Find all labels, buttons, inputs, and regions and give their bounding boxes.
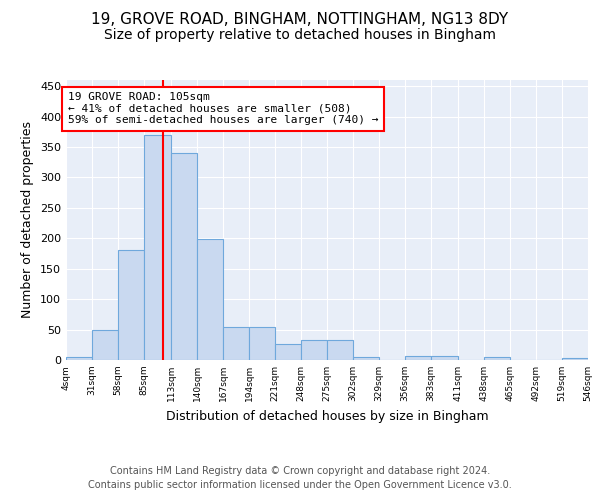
Text: 19 GROVE ROAD: 105sqm
← 41% of detached houses are smaller (508)
59% of semi-det: 19 GROVE ROAD: 105sqm ← 41% of detached … — [68, 92, 379, 126]
Text: Contains HM Land Registry data © Crown copyright and database right 2024.: Contains HM Land Registry data © Crown c… — [110, 466, 490, 476]
Bar — [249, 326, 275, 360]
Bar — [197, 239, 223, 360]
Bar — [405, 356, 431, 360]
Bar — [118, 250, 144, 360]
X-axis label: Distribution of detached houses by size in Bingham: Distribution of detached houses by size … — [166, 410, 488, 422]
Bar — [484, 357, 510, 360]
Bar — [66, 357, 92, 360]
Bar — [431, 356, 458, 360]
Bar — [144, 135, 171, 360]
Text: Size of property relative to detached houses in Bingham: Size of property relative to detached ho… — [104, 28, 496, 42]
Text: Contains public sector information licensed under the Open Government Licence v3: Contains public sector information licen… — [88, 480, 512, 490]
Text: 19, GROVE ROAD, BINGHAM, NOTTINGHAM, NG13 8DY: 19, GROVE ROAD, BINGHAM, NOTTINGHAM, NG1… — [91, 12, 509, 28]
Bar — [562, 358, 588, 360]
Bar — [223, 326, 249, 360]
Bar — [92, 330, 118, 360]
Bar — [275, 344, 301, 360]
Bar — [353, 357, 379, 360]
Bar — [301, 340, 327, 360]
Bar — [327, 340, 353, 360]
Bar — [171, 153, 197, 360]
Y-axis label: Number of detached properties: Number of detached properties — [22, 122, 34, 318]
